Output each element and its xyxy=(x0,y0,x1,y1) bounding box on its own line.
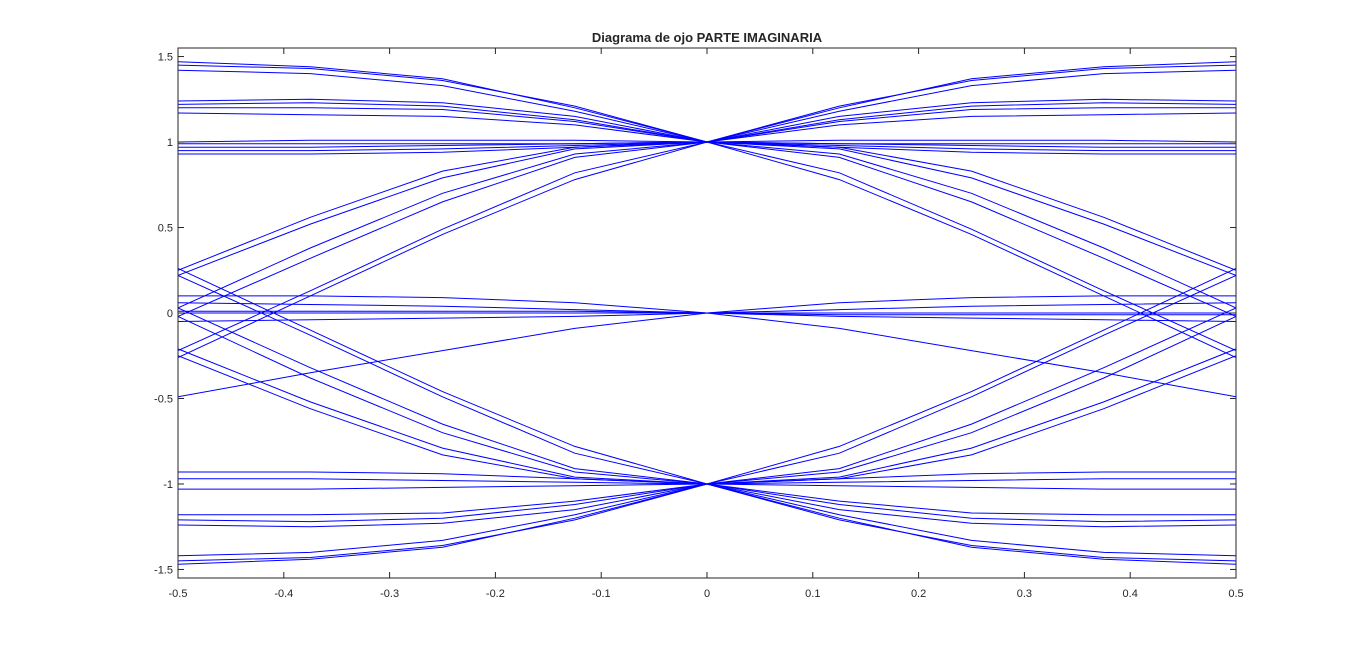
series-line-39 xyxy=(178,312,1236,322)
x-tick-label: -0.2 xyxy=(486,588,505,600)
y-tick-label: 0.5 xyxy=(158,223,173,235)
series-line-33 xyxy=(178,268,1236,485)
x-tick-label: 0.5 xyxy=(1228,588,1243,600)
y-tick-label: 1.5 xyxy=(158,52,173,64)
x-tick-label: -0.3 xyxy=(380,588,399,600)
x-tick-label: -0.4 xyxy=(274,588,293,600)
x-tick-label: 0.1 xyxy=(805,588,820,600)
x-tick-label: -0.1 xyxy=(592,588,611,600)
y-tick-label: 1 xyxy=(167,137,173,149)
y-tick-label: -1 xyxy=(163,479,173,491)
y-tick-label: -1.5 xyxy=(154,564,173,576)
x-tick-label: 0.4 xyxy=(1123,588,1138,600)
y-tick-label: 0 xyxy=(167,308,173,320)
series-layer xyxy=(178,61,1236,565)
x-tick-label: 0 xyxy=(704,588,710,600)
x-tick-label: 0.3 xyxy=(1017,588,1032,600)
chart-title: Diagrama de ojo PARTE IMAGINARIA xyxy=(592,30,823,45)
tick-layer: -0.5 -0.4 -0.3 -0.2 -0.1 0 0.1 0.2 0.3 0.4 0.5 -1.5… xyxy=(154,48,1244,600)
y-tick-label: -0.5 xyxy=(154,393,173,405)
x-tick-label: 0.2 xyxy=(911,588,926,600)
series-line-18 xyxy=(178,141,1236,358)
x-tick-label: -0.5 xyxy=(169,588,188,600)
